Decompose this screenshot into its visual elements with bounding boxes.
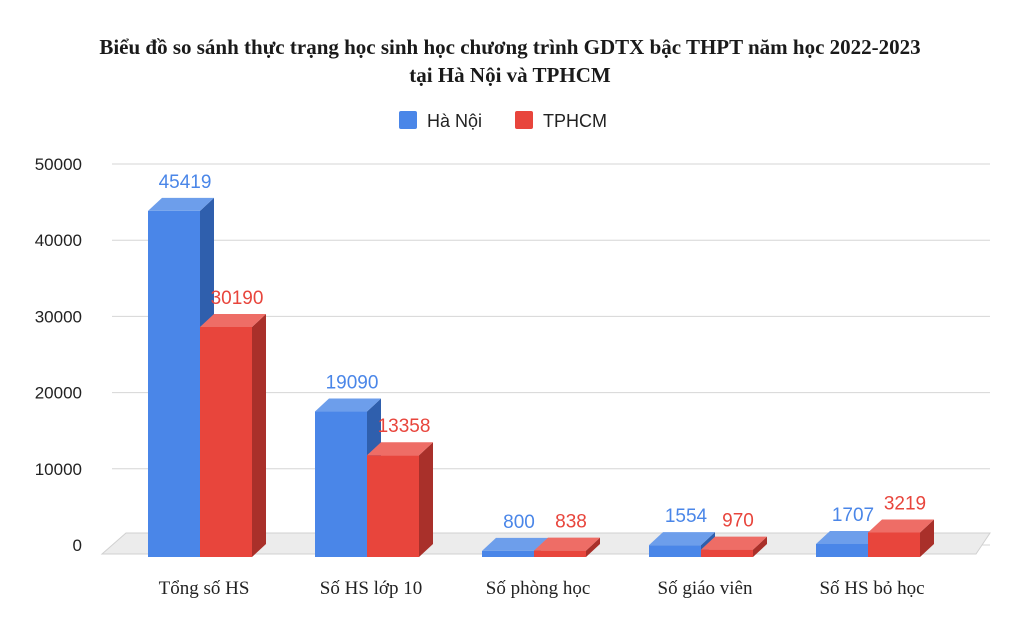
legend: Hà Nội TPHCM <box>399 111 607 131</box>
bar-front <box>148 210 200 557</box>
data-label-hanoi-2: 800 <box>503 512 535 533</box>
data-label-hanoi-4: 1707 <box>832 505 874 526</box>
bar-top <box>816 530 882 544</box>
x-category-label: Số HS lớp 10 <box>320 578 422 599</box>
data-label-tphcm-3: 970 <box>722 511 754 532</box>
bar-top <box>534 537 600 551</box>
data-labels: 45419 30190 19090 13358 800 838 1554 970 1707 321… <box>159 172 927 533</box>
legend-label-tphcm: TPHCM <box>543 111 607 131</box>
x-category-label: Số phòng học <box>486 578 591 599</box>
bar-top <box>367 442 433 456</box>
data-label-tphcm-0: 30190 <box>211 288 264 309</box>
bar-front <box>868 532 920 557</box>
bar-top <box>148 197 214 211</box>
x-category-label: Số HS bỏ học <box>819 578 924 599</box>
bar-front <box>649 545 701 557</box>
bar-top <box>315 398 381 412</box>
bar-tphcm-3 <box>701 536 767 557</box>
legend-label-hanoi: Hà Nội <box>427 111 482 131</box>
y-tick-label: 0 <box>73 536 82 555</box>
x-category-label: Số giáo viên <box>658 578 753 599</box>
bar-tphcm-2 <box>534 537 600 557</box>
bar-front <box>482 550 534 557</box>
legend-swatch-hanoi <box>399 111 417 129</box>
data-label-tphcm-2: 838 <box>555 512 587 533</box>
bar-front <box>367 455 419 557</box>
data-label-hanoi-1: 19090 <box>326 373 379 394</box>
y-axis-ticks: 0 10000 20000 30000 40000 50000 <box>35 155 82 555</box>
data-label-tphcm-4: 3219 <box>884 493 926 514</box>
bar-side <box>419 442 433 557</box>
y-tick-label: 50000 <box>35 155 82 174</box>
bar-top <box>200 313 266 327</box>
bars <box>148 197 934 557</box>
bar-front <box>816 543 868 557</box>
bar-top <box>649 532 715 546</box>
chart-title-line1: Biểu đồ so sánh thực trạng học sinh học … <box>99 35 920 59</box>
bar-tphcm-0 <box>200 313 266 557</box>
bar-side <box>586 537 600 557</box>
y-tick-label: 10000 <box>35 460 82 479</box>
y-tick-label: 20000 <box>35 384 82 403</box>
bar-side <box>252 313 266 557</box>
bar-front <box>315 411 367 557</box>
bar-top <box>701 536 767 550</box>
bar-top <box>482 537 548 551</box>
bar-tphcm-1 <box>367 442 433 557</box>
bar-tphcm-4 <box>868 519 934 557</box>
bar-top <box>868 519 934 533</box>
y-tick-label: 30000 <box>35 307 82 326</box>
x-axis-categories: Tổng số HS Số HS lớp 10 Số phòng học Số giá… <box>159 578 925 599</box>
data-label-hanoi-0: 45419 <box>159 172 212 193</box>
data-label-tphcm-1: 13358 <box>378 416 431 437</box>
legend-swatch-tphcm <box>515 111 533 129</box>
data-label-hanoi-3: 1554 <box>665 506 708 527</box>
chart-title-line2: tại Hà Nội và TPHCM <box>409 63 611 87</box>
bar-front <box>200 326 252 557</box>
bar-front <box>701 549 753 557</box>
y-tick-label: 40000 <box>35 231 82 250</box>
bar-side <box>920 519 934 557</box>
x-category-label: Tổng số HS <box>159 578 250 599</box>
bar-front <box>534 550 586 557</box>
bar-side <box>753 536 767 557</box>
